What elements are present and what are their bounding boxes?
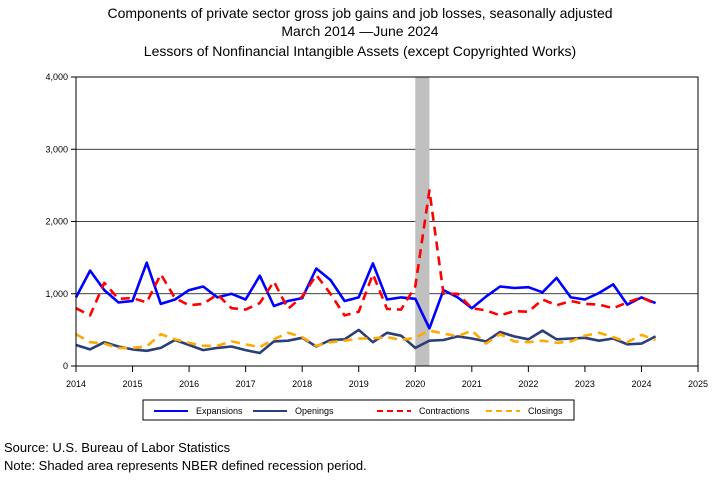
y-tick-label: 2,000 [45,217,68,227]
legend-label-openings: Openings [295,406,334,416]
date-end: June 2024 [373,23,439,39]
source-note: Source: U.S. Bureau of Labor Statistics [4,440,231,455]
recession-note: Note: Shaded area represents NBER define… [4,458,367,473]
chart-subtitle-dates: March 2014 —June 2024 [0,22,720,40]
y-tick-label: 0 [63,361,68,371]
x-tick-label: 2015 [123,379,143,389]
legend-label-contractions: Contractions [419,406,470,416]
recession-band [415,77,430,366]
x-tick-label: 2025 [688,379,708,389]
y-tick-label: 1,000 [45,289,68,299]
chart-title: Components of private sector gross job g… [107,5,613,21]
y-axis-labels: 0 1,000 2,000 3,000 4,000 [45,72,76,371]
series-lines [74,189,657,355]
x-tick-label: 2020 [405,379,425,389]
plot-frame [75,76,699,367]
x-tick-label: 2023 [575,379,595,389]
x-tick-label: 2022 [518,379,538,389]
x-tick-label: 2019 [349,379,369,389]
x-tick-label: 2018 [292,379,312,389]
series-line-closings [75,329,657,350]
chart-subtitle-industry: Lessors of Nonfinancial Intangible Asset… [143,43,577,59]
series-line-expansions [74,261,657,330]
legend-label-expansions: Expansions [196,406,243,416]
x-axis: 2014 2015 2016 2017 2018 2019 2020 2021 2022 2023… [66,366,708,389]
y-tick-label: 4,000 [45,72,68,82]
gridlines [76,148,698,295]
x-tick-label: 2021 [462,379,482,389]
y-tick-label: 3,000 [45,144,68,154]
legend: Expansions Openings Contractions Closings [142,399,575,421]
x-tick-label: 2014 [66,379,86,389]
series-line-openings [75,328,657,355]
series-line-contractions [75,189,657,317]
legend-label-closings: Closings [528,406,563,416]
date-start: March 2014 [281,23,356,39]
x-tick-label: 2024 [631,379,651,389]
x-tick-label: 2016 [179,379,199,389]
legend-box [142,399,575,421]
dash-glyph: — [359,23,374,39]
x-tick-label: 2017 [236,379,256,389]
